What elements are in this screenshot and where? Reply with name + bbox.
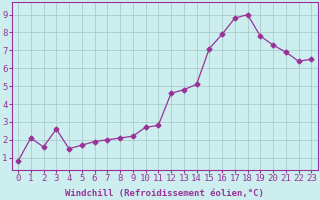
- X-axis label: Windchill (Refroidissement éolien,°C): Windchill (Refroidissement éolien,°C): [65, 189, 264, 198]
